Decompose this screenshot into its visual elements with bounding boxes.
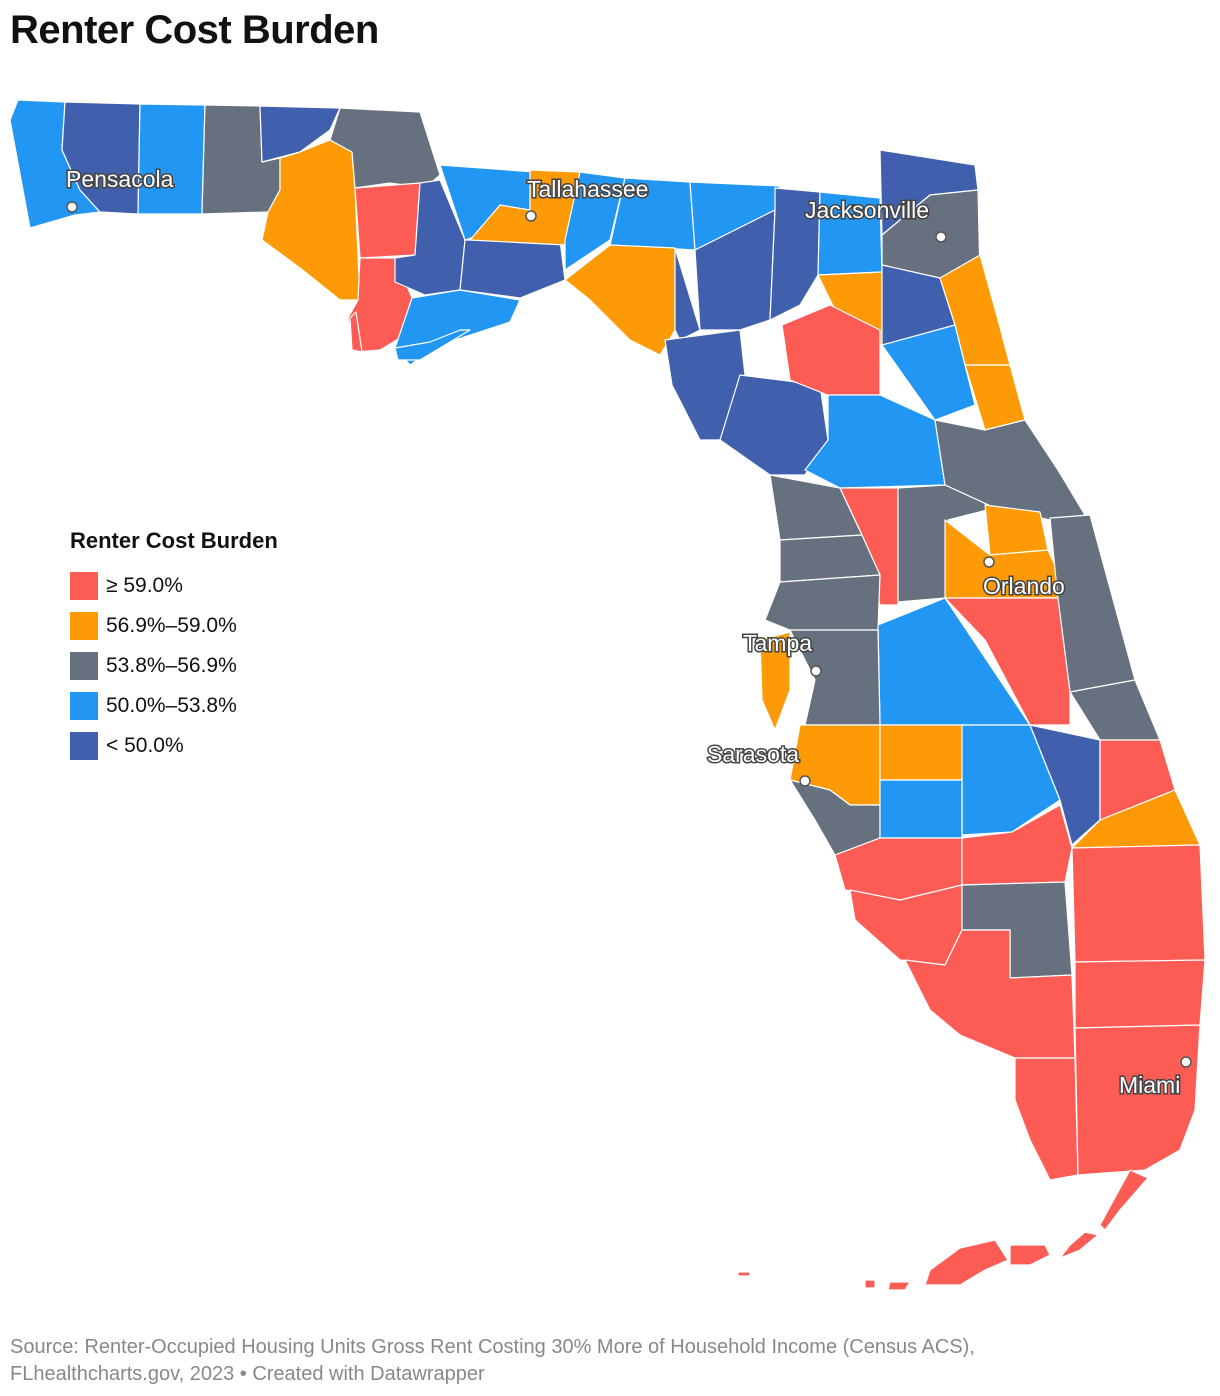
county-liberty[interactable] (394, 179, 466, 296)
legend-item: 56.9%–59.0% (70, 606, 278, 646)
county-broward[interactable] (1074, 959, 1206, 1029)
source-line-2: FLhealthcharts.gov, 2023 • Created with … (10, 1363, 485, 1385)
county-keys-4[interactable] (924, 1239, 1009, 1286)
county-okeechobee[interactable] (1029, 724, 1101, 846)
county-suwannee[interactable] (694, 209, 776, 331)
legend-swatch (70, 572, 98, 600)
county-putnam[interactable] (881, 324, 976, 421)
county-pasco[interactable] (764, 574, 881, 631)
county-jackson[interactable] (329, 107, 441, 189)
county-keys-5[interactable] (887, 1281, 911, 1291)
county-keys-6[interactable] (864, 1279, 876, 1289)
legend-label: < 50.0% (106, 734, 184, 757)
county-hardee[interactable] (879, 724, 963, 781)
city-dot-miami (1180, 1056, 1192, 1068)
county-miami-dade[interactable] (1074, 1024, 1201, 1176)
county-indian-river[interactable] (1069, 679, 1161, 741)
county-pinellas[interactable] (759, 631, 791, 731)
legend-item: 53.8%–56.9% (70, 646, 278, 686)
city-label-tallahassee: Tallahassee (527, 176, 648, 202)
county-jefferson[interactable] (564, 171, 626, 271)
legend-item: 50.0%–53.8% (70, 686, 278, 726)
city-markers: Pensacola Tallahassee Jacksonville Orlan… (65, 165, 1192, 1100)
legend-label: 56.9%–59.0% (106, 614, 237, 637)
city-label-sarasota: Sarasota (707, 741, 799, 767)
city-dot-sarasota (799, 775, 811, 787)
source-line-1: Source: Renter-Occupied Housing Units Gr… (10, 1336, 975, 1358)
legend-swatch (70, 652, 98, 680)
county-collier[interactable] (904, 929, 1076, 1059)
legend-title: Renter Cost Burden (70, 528, 278, 553)
page-title: Renter Cost Burden (10, 8, 379, 52)
county-okaloosa[interactable] (137, 103, 206, 215)
city-dot-pensacola (66, 201, 78, 213)
legend-swatch (70, 732, 98, 760)
legend-item: < 50.0% (70, 726, 278, 766)
legend-label: 53.8%–56.9% (106, 654, 237, 677)
county-keys-3[interactable] (1009, 1244, 1051, 1266)
legend: Renter Cost Burden ≥ 59.0% 56.9%–59.0% 5… (70, 528, 278, 766)
county-monroe-mainland[interactable] (1014, 1057, 1079, 1181)
city-label-pensacola: Pensacola (66, 166, 174, 192)
legend-label: 50.0%–53.8% (106, 694, 237, 717)
county-palm-beach[interactable] (1071, 844, 1206, 963)
county-flagler[interactable] (964, 364, 1026, 431)
city-dot-orlando (983, 556, 995, 568)
source-footer: Source: Renter-Occupied Housing Units Gr… (10, 1334, 975, 1388)
city-label-jacksonville: Jacksonville (805, 197, 929, 223)
city-label-orlando: Orlando (983, 573, 1065, 599)
county-seminole[interactable] (984, 504, 1049, 556)
county-desoto[interactable] (879, 779, 963, 839)
county-hernando[interactable] (779, 534, 881, 583)
county-marion[interactable] (804, 394, 946, 489)
county-calhoun[interactable] (354, 182, 421, 259)
city-dot-tampa (810, 665, 822, 677)
county-wakulla[interactable] (459, 239, 566, 299)
county-osceola[interactable] (944, 597, 1071, 726)
legend-swatch (70, 692, 98, 720)
county-sumter[interactable] (839, 487, 899, 606)
legend-item: ≥ 59.0% (70, 566, 278, 606)
city-label-tampa: Tampa (743, 630, 812, 656)
county-levy[interactable] (719, 374, 829, 476)
county-keys-7[interactable] (737, 1271, 751, 1277)
city-dot-jacksonville (935, 231, 947, 243)
county-gulf-spit[interactable] (349, 311, 363, 353)
county-keys-1[interactable] (1099, 1169, 1149, 1231)
county-washington-bay[interactable] (261, 139, 361, 301)
city-dot-tallahassee (525, 210, 537, 222)
city-label-miami: Miami (1119, 1072, 1180, 1098)
county-keys-2[interactable] (1059, 1231, 1099, 1259)
county-franklin-island[interactable] (394, 329, 471, 361)
county-taylor[interactable] (564, 244, 676, 356)
legend-label: ≥ 59.0% (106, 574, 183, 597)
county-holmes[interactable] (259, 105, 341, 163)
legend-swatch (70, 612, 98, 640)
